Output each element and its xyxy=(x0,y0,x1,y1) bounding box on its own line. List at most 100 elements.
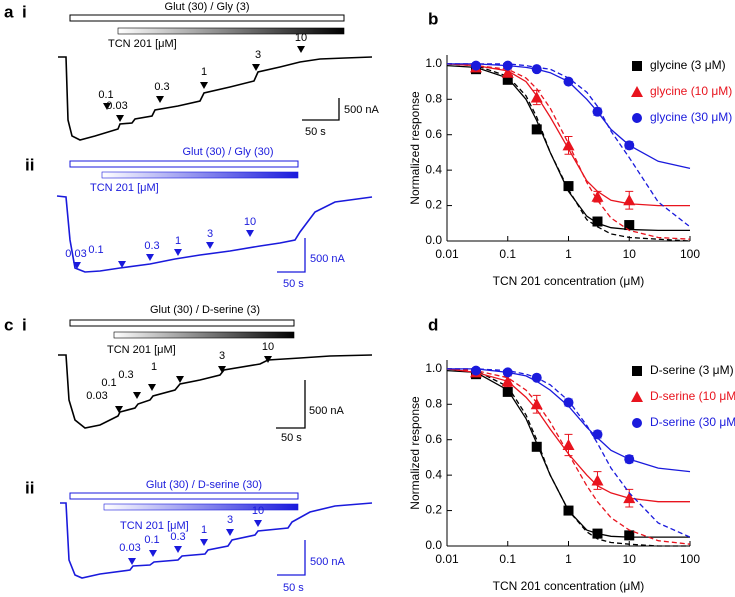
legend-marker xyxy=(631,86,643,97)
data-point xyxy=(502,74,513,85)
scale-label: 500 nA xyxy=(310,253,346,265)
sub-label: ii xyxy=(25,478,34,497)
data-point xyxy=(624,140,635,151)
application-arrow xyxy=(156,96,164,103)
x-tick-label: 100 xyxy=(680,552,700,566)
legend-label: glycine (3 μM) xyxy=(650,58,726,72)
data-point xyxy=(562,439,575,451)
application-arrow xyxy=(174,546,182,553)
x-axis-label: TCN 201 concentration (μM) xyxy=(493,579,645,593)
scale-label: 50 s xyxy=(305,126,326,138)
data-point xyxy=(501,375,514,387)
concentration-label: 0.1 xyxy=(88,244,103,256)
sub-label: ii xyxy=(25,155,34,174)
panel-label: d xyxy=(428,315,438,334)
application-arrow xyxy=(118,261,126,268)
concentration-label: 0.3 xyxy=(144,240,159,252)
agonist-bar xyxy=(69,492,299,500)
concentration-label: 0.3 xyxy=(170,531,185,543)
concentration-label: 1 xyxy=(151,361,157,373)
sub-label: i xyxy=(22,2,27,21)
legend-label: D-serine (3 μM) xyxy=(650,363,734,377)
scale-label: 500 nA xyxy=(309,405,345,417)
concentration-label: 0.3 xyxy=(154,81,169,93)
data-point xyxy=(531,64,542,75)
data-point xyxy=(624,454,635,465)
concentration-label: 0.03 xyxy=(106,100,127,112)
y-tick-label: 0.0 xyxy=(425,233,442,247)
x-tick-label: 10 xyxy=(623,247,637,261)
y-tick-label: 0.0 xyxy=(425,538,442,552)
data-point xyxy=(592,216,603,227)
application-arrow xyxy=(226,529,234,536)
concentration-label: 10 xyxy=(262,341,274,353)
data-point xyxy=(563,397,574,408)
application-arrow xyxy=(174,249,182,256)
application-arrow xyxy=(254,520,262,527)
agonist-label: Glut (30) / Gly (30) xyxy=(182,146,273,158)
data-point xyxy=(530,398,543,410)
data-point xyxy=(562,139,575,151)
application-arrow xyxy=(73,262,81,269)
antagonist-label: TCN 201 [μM] xyxy=(90,182,159,194)
y-tick-label: 0.8 xyxy=(425,91,442,105)
current-trace xyxy=(58,56,373,141)
antagonist-bar xyxy=(117,27,345,35)
data-point xyxy=(624,530,635,541)
y-tick-label: 0.6 xyxy=(425,432,442,446)
agonist-bar xyxy=(69,160,299,168)
y-axis-label: Normalized response xyxy=(408,396,422,510)
x-tick-label: 0.1 xyxy=(499,552,516,566)
concentration-label: 0.03 xyxy=(86,390,107,402)
application-arrow xyxy=(133,392,141,399)
legend-label: glycine (10 μM) xyxy=(650,84,732,98)
legend-marker xyxy=(632,366,642,376)
panel-label: c xyxy=(4,315,13,334)
antagonist-bar xyxy=(101,171,299,179)
fit-curve-dashed xyxy=(446,63,691,240)
scale-bar xyxy=(276,380,306,429)
legend-label: glycine (30 μM) xyxy=(650,110,732,124)
data-point xyxy=(591,190,604,202)
application-arrow xyxy=(264,356,272,363)
antagonist-label: TCN 201 [μM] xyxy=(107,344,176,356)
data-point xyxy=(502,386,513,397)
data-point xyxy=(592,528,603,539)
concentration-label: 10 xyxy=(252,505,264,517)
sub-label: i xyxy=(22,315,27,334)
panel-label: a xyxy=(4,2,14,21)
antagonist-bar xyxy=(103,503,299,511)
agonist-bar xyxy=(69,319,295,327)
concentration-label: 1 xyxy=(201,66,207,78)
legend-marker xyxy=(632,418,642,428)
concentration-label: 0.3 xyxy=(118,369,133,381)
data-point xyxy=(531,441,542,452)
application-arrow xyxy=(218,366,226,373)
application-arrow xyxy=(297,46,305,53)
x-tick-label: 1 xyxy=(565,247,572,261)
current-trace xyxy=(60,502,373,579)
application-arrow xyxy=(200,539,208,546)
data-point xyxy=(502,60,513,71)
concentration-label: 0.03 xyxy=(65,248,86,260)
data-point xyxy=(531,124,542,135)
data-point xyxy=(502,367,513,378)
scale-label: 500 nA xyxy=(344,104,380,116)
legend-label: D-serine (30 μM) xyxy=(650,415,735,429)
x-tick-label: 0.01 xyxy=(435,552,459,566)
application-arrow xyxy=(206,242,214,249)
concentration-label: 3 xyxy=(219,350,225,362)
scale-bar xyxy=(277,238,306,273)
concentration-label: 0.1 xyxy=(101,377,116,389)
scale-label: 50 s xyxy=(283,582,304,594)
concentration-label: 0.1 xyxy=(144,534,159,546)
data-point xyxy=(623,492,636,504)
data-point xyxy=(624,220,635,231)
legend-marker xyxy=(631,391,643,402)
application-arrow xyxy=(115,406,123,413)
application-arrow xyxy=(252,64,260,71)
data-point xyxy=(563,181,574,192)
concentration-label: 10 xyxy=(244,216,256,228)
data-point xyxy=(470,60,481,71)
